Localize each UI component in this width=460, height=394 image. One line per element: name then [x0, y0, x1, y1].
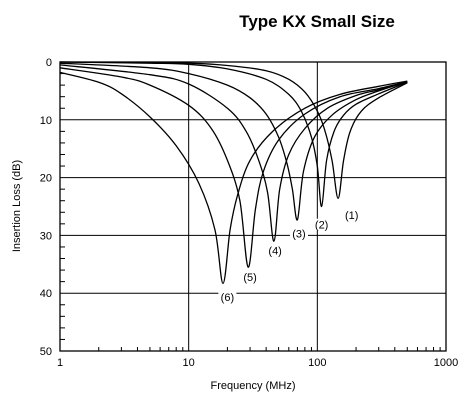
ticks: 1 10 100 1000 0 10 20 30 40 50	[40, 57, 458, 369]
x-tick-label: 100	[308, 357, 326, 369]
curve-label-bg	[241, 270, 260, 283]
y-tick-label: 0	[46, 57, 52, 69]
curves	[59, 61, 408, 285]
curve-label-bg	[266, 244, 285, 257]
curve-4	[59, 64, 408, 242]
curve-label-bg	[342, 208, 361, 221]
curve-6	[59, 71, 408, 285]
y-tick-label: 10	[40, 115, 52, 127]
y-tick-label: 40	[40, 288, 52, 300]
x-tick-label: 10	[183, 357, 195, 369]
curve-label: (5)	[243, 272, 256, 284]
curve-label-bg	[289, 227, 308, 240]
curve-label: (2)	[315, 220, 328, 232]
x-tick-label: 1	[57, 357, 63, 369]
x-axis-title: Frequency (MHz)	[211, 380, 296, 392]
curve-label: (4)	[268, 246, 281, 258]
x-tick-label: 1000	[434, 357, 458, 369]
y-tick-label: 30	[40, 230, 52, 242]
y-axis-title: Insertion Loss (dB)	[11, 160, 23, 252]
curve-labels: (1) (2) (3) (4) (5) (6)	[218, 208, 361, 304]
grid	[60, 62, 446, 351]
curve-1	[59, 61, 408, 200]
y-tick-label: 20	[40, 173, 52, 185]
curve-5	[59, 67, 408, 268]
plot-frame	[59, 61, 447, 352]
curve-label-bg	[312, 218, 331, 231]
curve-label: (6)	[221, 292, 234, 304]
y-tick-label: 50	[40, 346, 52, 358]
curve-label-bg	[218, 290, 237, 303]
curve-label: (1)	[345, 210, 358, 222]
curve-3	[59, 62, 408, 221]
curve-2	[59, 61, 408, 208]
curve-label: (3)	[292, 228, 305, 240]
chart-title: Type KX Small Size	[239, 12, 395, 31]
